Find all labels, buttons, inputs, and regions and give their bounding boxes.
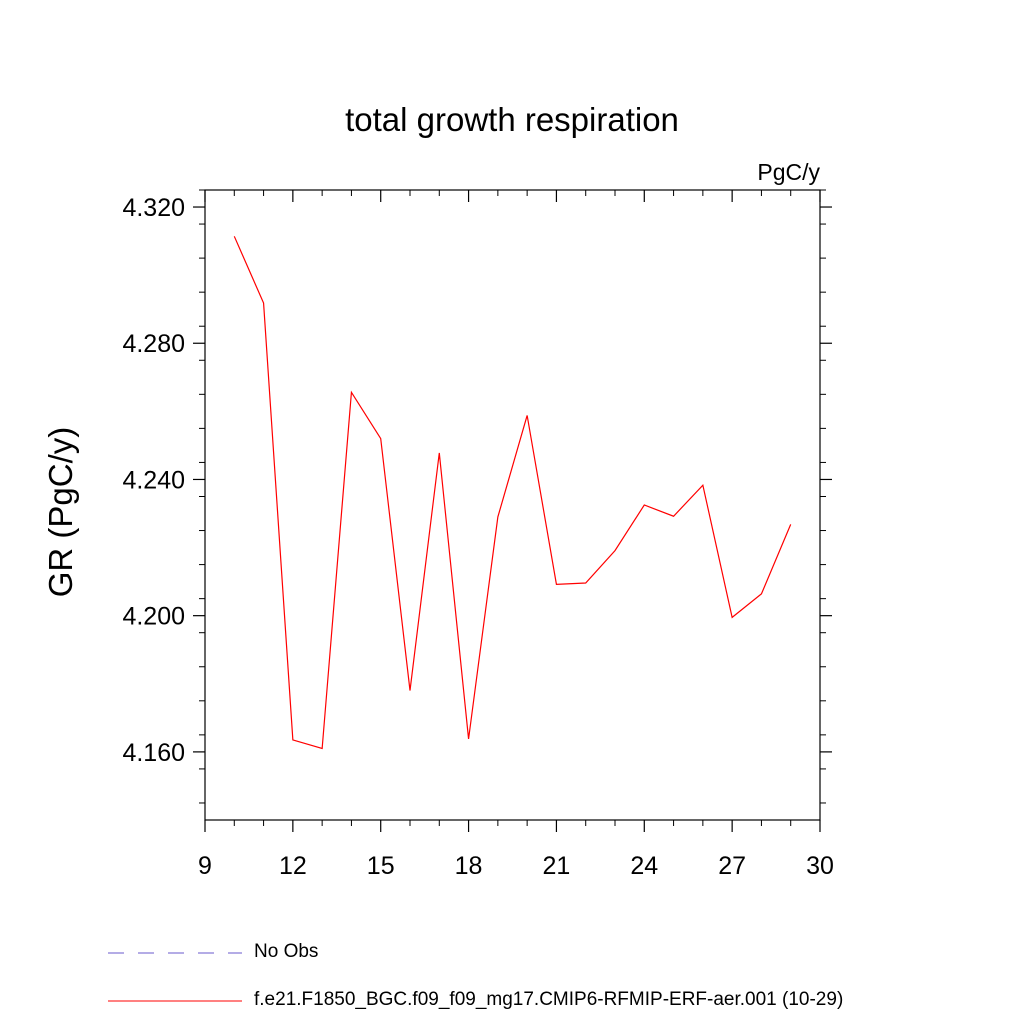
x-tick-label: 9 <box>198 852 212 880</box>
series-lines <box>233 236 792 750</box>
units-label: PgC/y <box>757 159 820 185</box>
axis-tick-labels: 9 12 15 18 21 24 27 30 4.160 4.200 4.240 4.280 4.320 <box>122 194 833 880</box>
x-tick-label: 24 <box>630 852 658 880</box>
chart-title: total growth respiration <box>345 101 679 138</box>
x-tick-label: 15 <box>367 852 395 880</box>
axis-ticks <box>193 189 832 832</box>
x-tick-label: 27 <box>718 852 746 880</box>
x-tick-label: 30 <box>806 852 834 880</box>
legend-label-1: f.e21.F1850_BGC.f09_f09_mg17.CMIP6-RFMIP… <box>254 989 844 1010</box>
y-axis-label: GR (PgC/y) <box>42 427 79 598</box>
y-tick-label: 4.240 <box>122 466 185 494</box>
y-tick-label: 4.160 <box>122 739 185 767</box>
legend-label-0: No Obs <box>254 941 319 962</box>
x-tick-label: 21 <box>543 852 571 880</box>
plot-frame <box>204 189 821 821</box>
series-line-0 <box>233 236 792 750</box>
x-tick-label: 18 <box>455 852 483 880</box>
y-tick-label: 4.320 <box>122 194 185 222</box>
y-tick-label: 4.200 <box>122 603 185 631</box>
x-tick-label: 12 <box>279 852 307 880</box>
y-tick-label: 4.280 <box>122 330 185 358</box>
legend <box>108 952 242 1002</box>
